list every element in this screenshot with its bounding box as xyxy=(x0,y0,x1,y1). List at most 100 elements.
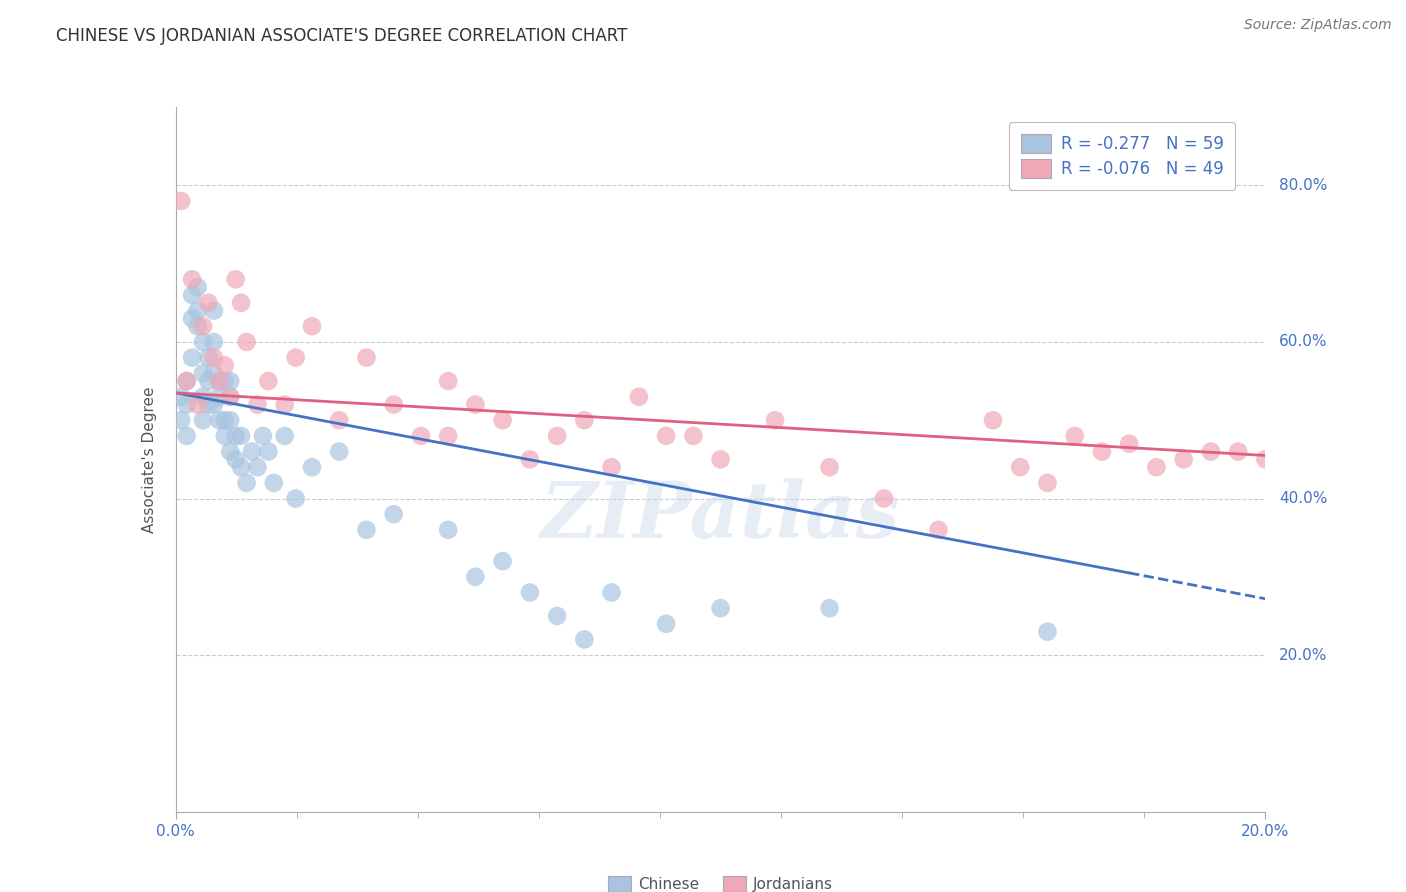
Point xyxy=(546,609,568,624)
Point xyxy=(818,460,841,475)
Point xyxy=(1173,452,1195,467)
Point xyxy=(197,398,219,412)
Point xyxy=(519,585,541,599)
Point xyxy=(257,444,280,458)
Point xyxy=(437,374,460,388)
Point xyxy=(574,413,596,427)
Point xyxy=(191,334,214,349)
Point xyxy=(235,475,257,490)
Point xyxy=(546,429,568,443)
Point xyxy=(1227,444,1250,458)
Point xyxy=(519,452,541,467)
Point xyxy=(186,303,209,318)
Point xyxy=(492,554,515,568)
Text: ZIPatlas: ZIPatlas xyxy=(541,477,900,554)
Point xyxy=(170,413,193,427)
Point xyxy=(176,374,198,388)
Point xyxy=(202,351,225,365)
Point xyxy=(682,429,704,443)
Point xyxy=(763,413,786,427)
Point xyxy=(208,374,231,388)
Point xyxy=(627,390,650,404)
Point xyxy=(214,374,236,388)
Point xyxy=(655,616,678,631)
Point xyxy=(191,413,214,427)
Point xyxy=(176,429,198,443)
Point xyxy=(981,413,1004,427)
Point xyxy=(219,390,242,404)
Point xyxy=(181,272,204,286)
Point xyxy=(202,398,225,412)
Point xyxy=(600,460,623,475)
Point xyxy=(437,429,460,443)
Point xyxy=(710,601,733,615)
Point xyxy=(1091,444,1114,458)
Point xyxy=(235,334,257,349)
Text: 80.0%: 80.0% xyxy=(1279,178,1327,193)
Point xyxy=(284,491,307,506)
Point xyxy=(328,444,350,458)
Point xyxy=(170,194,193,208)
Point xyxy=(409,429,432,443)
Point xyxy=(181,351,204,365)
Point xyxy=(181,288,204,302)
Text: Source: ZipAtlas.com: Source: ZipAtlas.com xyxy=(1244,18,1392,32)
Point xyxy=(464,570,486,584)
Point xyxy=(181,311,204,326)
Point xyxy=(437,523,460,537)
Point xyxy=(219,444,242,458)
Point xyxy=(284,351,307,365)
Point xyxy=(356,351,378,365)
Point xyxy=(301,319,323,334)
Point xyxy=(231,460,253,475)
Point xyxy=(219,390,242,404)
Point xyxy=(225,452,247,467)
Point xyxy=(231,429,253,443)
Point xyxy=(257,374,280,388)
Point xyxy=(197,295,219,310)
Point xyxy=(214,413,236,427)
Point xyxy=(214,429,236,443)
Point xyxy=(1010,460,1032,475)
Point xyxy=(240,444,263,458)
Point xyxy=(219,413,242,427)
Point xyxy=(464,398,486,412)
Point xyxy=(202,334,225,349)
Point xyxy=(208,374,231,388)
Text: 20.0%: 20.0% xyxy=(1279,648,1327,663)
Point xyxy=(176,398,198,412)
Point xyxy=(274,398,297,412)
Point xyxy=(202,303,225,318)
Text: CHINESE VS JORDANIAN ASSOCIATE'S DEGREE CORRELATION CHART: CHINESE VS JORDANIAN ASSOCIATE'S DEGREE … xyxy=(56,27,627,45)
Point xyxy=(191,390,214,404)
Point xyxy=(301,460,323,475)
Point xyxy=(1036,624,1059,639)
Point xyxy=(246,398,269,412)
Point xyxy=(356,523,378,537)
Point xyxy=(1063,429,1085,443)
Point xyxy=(574,632,596,647)
Legend: Chinese, Jordanians: Chinese, Jordanians xyxy=(600,869,841,892)
Point xyxy=(225,272,247,286)
Point xyxy=(873,491,896,506)
Point xyxy=(328,413,350,427)
Point xyxy=(655,429,678,443)
Point xyxy=(197,351,219,365)
Point xyxy=(382,398,405,412)
Point xyxy=(219,374,242,388)
Point xyxy=(170,390,193,404)
Point xyxy=(191,319,214,334)
Point xyxy=(214,359,236,373)
Point xyxy=(382,507,405,521)
Point xyxy=(1118,436,1140,450)
Point xyxy=(246,460,269,475)
Point xyxy=(225,429,247,443)
Point xyxy=(191,366,214,380)
Point xyxy=(231,295,253,310)
Point xyxy=(710,452,733,467)
Point xyxy=(1036,475,1059,490)
Point xyxy=(208,390,231,404)
Point xyxy=(186,319,209,334)
Point xyxy=(928,523,950,537)
Text: 60.0%: 60.0% xyxy=(1279,334,1327,350)
